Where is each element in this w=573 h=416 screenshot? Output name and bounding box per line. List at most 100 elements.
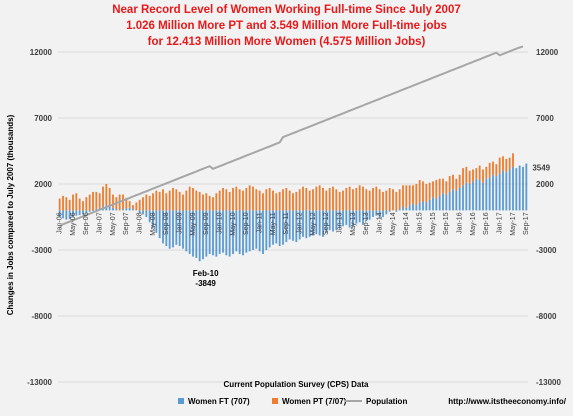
ft-bar-129 [488,177,491,211]
ft-bar-60 [258,210,261,252]
ft-bar-50 [225,210,228,256]
pt-bar-2 [65,197,68,211]
ft-bar-74 [305,210,308,239]
ft-bar-97 [382,210,384,217]
ft-bar-125 [475,178,478,211]
pt-bar-34 [172,187,174,211]
pt-bar-40 [192,187,194,211]
ft-bar-1 [62,210,64,219]
pt-bar-116 [445,181,448,195]
ft-bar-55 [242,210,244,256]
y-tick-label-right-0: -13000 [536,378,561,387]
pt-bar-55 [242,190,244,211]
ft-bar-126 [478,180,481,211]
pt-bar-15 [108,187,111,207]
x-tick-label-17: Sep-11 [283,212,290,234]
ft-bar-121 [462,185,464,211]
ft-bar-132 [498,173,501,211]
pt-bar-134 [505,158,508,173]
pt-bar-117 [448,176,451,192]
pt-bar-80 [325,190,328,211]
ft-bar-15 [108,206,111,211]
ft-bar-67 [282,210,284,245]
pt-bar-10 [92,191,94,211]
pt-bar-36 [178,191,181,211]
x-tick-label-23: Sep-13 [363,212,370,235]
pt-bar-48 [218,190,221,211]
legend-swatch-ft [178,398,184,404]
x-tick-label-32: Sep-16 [483,212,490,235]
pt-bar-27 [148,195,151,211]
pt-bar-108 [418,180,421,203]
pt-bar-4 [72,194,74,211]
ft-bar-128 [485,178,488,211]
source-url: http://www.itstheeconomy.info/ [448,397,567,406]
ft-bar-16 [112,207,114,211]
pt-bar-78 [318,185,321,211]
ft-bar-54 [238,210,241,254]
x-tick-label-2: Sep-06 [83,212,90,235]
ft-bar-42 [198,210,201,262]
x-tick-label-26: Sep-14 [403,212,410,235]
pt-bar-130 [492,161,494,175]
x-tick-label-3: Jan-07 [97,212,104,234]
ft-bar-124 [472,181,474,211]
pt-bar-72 [298,189,301,211]
ft-bar-137 [515,168,518,211]
pt-bar-12 [98,193,101,208]
pt-bar-69 [288,190,291,211]
pt-bar-62 [265,189,268,211]
x-tick-label-7: May-08 [150,212,157,235]
pt-bar-42 [198,191,201,211]
pt-bar-95 [375,186,378,211]
ft-bar-122 [465,182,468,211]
pt-bar-21 [128,201,131,208]
ft-bar-21 [128,207,131,211]
annotation-pt-end: 1026 [532,0,550,2]
ft-bar-134 [505,172,508,211]
ft-bar-81 [328,210,331,231]
pt-bar-24 [138,199,141,211]
y-tick-label-left-4: 7000 [34,114,52,123]
y-tick-label-right-5: 12000 [536,48,559,57]
pt-bar-25 [142,197,144,211]
pt-bar-79 [322,187,324,211]
pt-bar-103 [402,185,404,207]
ft-bar-3 [68,210,71,219]
pt-bar-7 [82,201,84,211]
x-tick-label-4: May-07 [110,212,117,235]
ft-bar-82 [332,210,334,232]
x-tick-label-12: Jan-10 [217,212,224,234]
x-tick-label-35: Sep-17 [523,212,530,235]
ft-bar-92 [365,210,368,221]
pt-bar-136 [512,153,514,167]
pt-bar-32 [165,193,168,211]
x-tick-label-5: Sep-07 [123,212,130,235]
ft-bar-136 [512,166,514,211]
ft-bar-77 [315,210,318,235]
ft-bar-83 [335,210,338,231]
x-tick-label-24: Jan-14 [377,212,384,234]
pt-bar-81 [328,187,331,211]
pt-bar-74 [305,187,308,211]
ft-bar-46 [212,210,214,256]
pt-bar-120 [458,174,461,188]
x-tick-label-9: Jan-09 [177,212,184,234]
legend-swatch-pt [272,398,278,404]
ft-bar-70 [292,210,294,241]
pt-bar-20 [125,197,128,209]
ft-bar-80 [325,210,328,233]
pt-bar-8 [85,197,88,211]
pt-bar-122 [465,166,468,183]
ft-bar-10 [92,210,94,212]
x-tick-label-11: Sep-09 [203,212,210,235]
pt-bar-100 [392,189,394,211]
ft-bar-123 [468,184,471,211]
pt-bar-45 [208,195,211,211]
x-tick-label-8: Sep-08 [163,212,170,235]
pt-bar-133 [502,156,504,171]
pt-bar-46 [212,197,214,211]
ft-bar-71 [295,210,298,243]
ft-bar-91 [362,210,364,225]
ft-bar-58 [252,210,254,250]
